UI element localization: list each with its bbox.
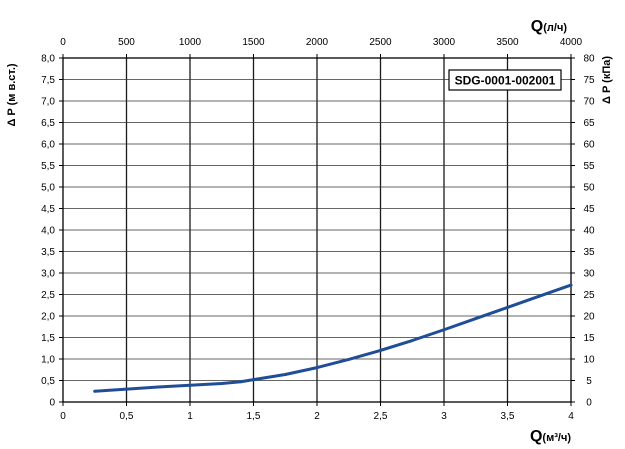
x-top-axis-title-main: Q (531, 18, 543, 35)
grid-layer (59, 54, 575, 406)
series-point (410, 339, 414, 342)
x-bottom-tick-label: 0,5 (120, 411, 134, 422)
x-top-tick-label: 2500 (369, 37, 392, 48)
x-top-tick-label: 2000 (306, 37, 329, 48)
x-bottom-tick-label: 2,5 (374, 411, 388, 422)
y-left-tick-label: 3,0 (41, 269, 55, 280)
x-top-tick-label: 4000 (560, 37, 583, 48)
x-top-axis-title-unit: (л/ч) (543, 22, 567, 34)
y-right-tick-label: 65 (583, 118, 595, 129)
y-right-tick-label: 20 (583, 312, 595, 323)
series-point (347, 358, 351, 361)
y-left-tick-label: 7,5 (41, 75, 55, 86)
y-right-tick-label: 15 (583, 333, 595, 344)
y-left-tick-label: 7,0 (41, 97, 55, 108)
model-label: SDG-0001-002001 (455, 74, 556, 88)
x-bottom-tick-label: 1 (187, 411, 193, 422)
y-right-tick-label: 80 (583, 54, 595, 65)
y-right-tick-label: 40 (583, 226, 595, 237)
model-label-box (448, 69, 562, 91)
series-point-layer (93, 283, 573, 393)
y-left-tick-label: 2,5 (41, 290, 55, 301)
series-point (315, 366, 319, 369)
series-point (283, 373, 287, 376)
x-bottom-tick-label: 2 (314, 411, 320, 422)
y-right-tick-label: 35 (583, 247, 595, 258)
y-left-tick-label: 6,0 (41, 140, 55, 151)
series-point (125, 387, 128, 391)
y-right-axis-title: Δ P (кПа) (601, 56, 613, 104)
x-top-tick-label: 1000 (179, 37, 202, 48)
y-left-tick-label: 6,5 (41, 118, 55, 129)
y-left-tick-label: 5,0 (41, 183, 55, 194)
series-point (220, 382, 224, 385)
y-left-tick-label: 5,5 (41, 161, 55, 172)
y-right-tick-label: 55 (583, 161, 595, 172)
y-right-tick-label: 70 (583, 97, 595, 108)
series-point (379, 349, 382, 352)
x-top-tick-label: 3500 (496, 37, 519, 48)
x-bottom-tick-label: 3,5 (501, 411, 515, 422)
x-bottom-tick-label: 4 (568, 411, 574, 422)
x-bottom-axis-title: Q(м³/ч) (530, 428, 571, 445)
y-left-tick-label: 1,0 (41, 355, 55, 366)
y-left-tick-label: 4,5 (41, 204, 55, 215)
y-left-tick-label: 8,0 (41, 54, 55, 65)
x-bottom-tick-label: 3 (441, 411, 447, 422)
y-left-tick-label: 2,0 (41, 312, 55, 323)
y-left-tick-label: 0,5 (41, 376, 55, 387)
series-point (239, 380, 243, 384)
series-point (252, 378, 255, 382)
x-top-axis-title: Q(л/ч) (531, 18, 568, 35)
series-point (156, 385, 160, 389)
x-top-tick-label: 0 (60, 37, 66, 48)
y-right-tick-label: 0 (586, 398, 592, 409)
series-point (93, 389, 97, 393)
x-bottom-tick-label: 1,5 (247, 411, 261, 422)
x-top-tick-label: 1500 (242, 37, 265, 48)
x-top-tick-label: 500 (118, 37, 135, 48)
y-left-tick-label: 0 (49, 398, 55, 409)
x-bottom-tick-label: 0 (60, 411, 66, 422)
series-point (506, 306, 509, 309)
y-right-tick-label: 30 (583, 269, 595, 280)
y-left-tick-label: 3,5 (41, 247, 55, 258)
series-point (442, 328, 446, 332)
series-point (537, 294, 541, 298)
y-right-tick-label: 60 (583, 140, 595, 151)
series-point (474, 317, 478, 320)
series-point (569, 283, 573, 287)
y-left-tick-label: 1,5 (41, 333, 55, 344)
x-bottom-axis-title-main: Q (530, 428, 542, 445)
y-right-tick-label: 25 (583, 290, 595, 301)
y-right-tick-label: 50 (583, 183, 595, 194)
y-right-tick-label: 45 (583, 204, 595, 215)
y-right-tick-label: 75 (583, 75, 595, 86)
y-right-tick-label: 5 (586, 376, 592, 387)
tick-label-layer: 0 0,5 1 1,5 2 2,5 3 3,5 40 500 1000 1500 2000 2500 300… (41, 37, 595, 422)
y-right-tick-label: 10 (583, 355, 595, 366)
plot-frame (62, 57, 572, 403)
x-top-tick-label: 3000 (433, 37, 456, 48)
x-bottom-axis-title-unit: (м³/ч) (542, 432, 571, 444)
y-left-axis-title: Δ P (м в.ст.) (6, 63, 18, 126)
series-point (188, 383, 192, 387)
y-left-tick-label: 4,0 (41, 226, 55, 237)
